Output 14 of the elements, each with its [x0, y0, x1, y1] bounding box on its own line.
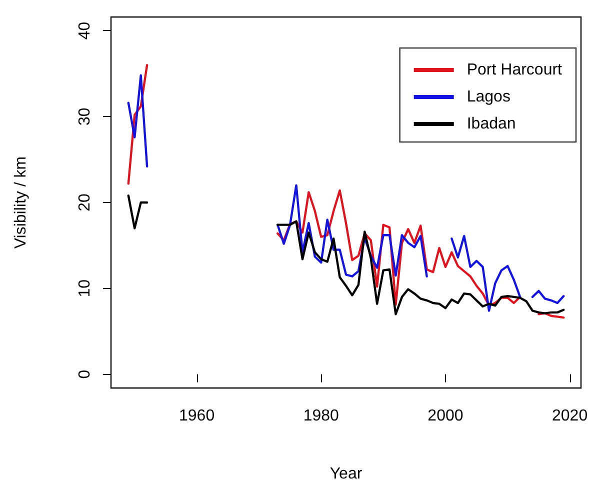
x-tick-label: 2000 [428, 408, 464, 424]
x-tick-label: 2020 [552, 408, 588, 424]
x-tick-label: 1960 [178, 408, 215, 424]
y-axis-title: Visibility / km [12, 156, 30, 249]
y-tick-label: 40 [76, 22, 94, 40]
legend-label: Ibadan [466, 116, 516, 132]
legend-label: Port Harcourt [466, 62, 563, 78]
x-tick-label: 1980 [303, 408, 340, 424]
x-axis-title: Year [330, 466, 363, 482]
y-tick-label: 30 [76, 108, 94, 126]
y-tick-label: 10 [76, 279, 94, 298]
legend-label: Lagos [466, 88, 510, 106]
y-tick-label: 20 [76, 194, 94, 212]
y-tick-label: 0 [76, 370, 94, 379]
